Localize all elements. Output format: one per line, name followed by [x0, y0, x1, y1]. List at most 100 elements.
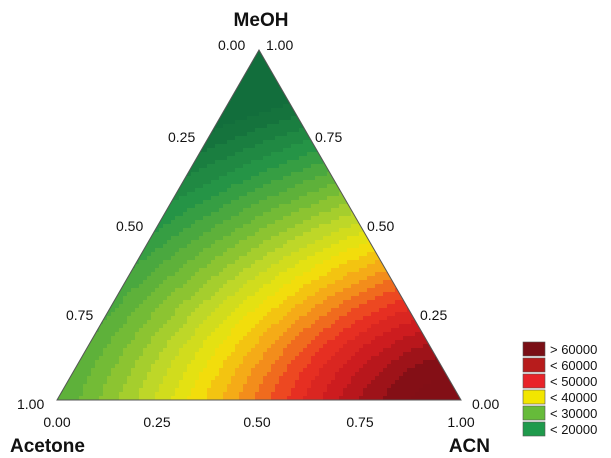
contour-cell [199, 376, 204, 381]
contour-cell [343, 328, 348, 333]
contour-cell [219, 328, 224, 333]
contour-cell [315, 152, 320, 157]
contour-cell [279, 200, 284, 205]
contour-cell [223, 208, 228, 213]
contour-cell [331, 260, 336, 265]
contour-cell [151, 288, 156, 293]
contour-cell [227, 84, 232, 89]
contour-cell [383, 296, 388, 301]
contour-cell [239, 264, 244, 269]
contour-cell [203, 208, 208, 213]
contour-cell [239, 208, 244, 213]
contour-cell [199, 388, 204, 393]
contour-cell [135, 280, 140, 285]
contour-cell [239, 200, 244, 205]
contour-cell [219, 176, 224, 181]
contour-cell [271, 296, 276, 301]
contour-cell [299, 224, 304, 229]
contour-cell [391, 264, 396, 269]
contour-cell [295, 340, 300, 345]
contour-cell [239, 92, 244, 97]
contour-cell [275, 200, 280, 205]
contour-cell [159, 240, 164, 245]
contour-cell [335, 332, 340, 337]
contour-cell [215, 348, 220, 353]
contour-cell [171, 180, 176, 185]
contour-cell [339, 316, 344, 321]
contour-cell [135, 340, 140, 345]
contour-cell [311, 176, 316, 181]
contour-cell [159, 300, 164, 305]
contour-cell [155, 264, 160, 269]
contour-cell [279, 192, 284, 197]
contour-cell [339, 184, 344, 189]
contour-cell [147, 304, 152, 309]
contour-cell [163, 356, 168, 361]
contour-cell [187, 224, 192, 229]
contour-cell [271, 280, 276, 285]
contour-cell [167, 364, 172, 369]
contour-cell [243, 204, 248, 209]
contour-cell [235, 104, 240, 109]
contour-cell [127, 384, 132, 389]
contour-cell [187, 236, 192, 241]
contour-cell [279, 224, 284, 229]
contour-cell [415, 316, 420, 321]
contour-cell [303, 144, 308, 149]
contour-cell [227, 228, 232, 233]
contour-cell [139, 264, 144, 269]
contour-cell [187, 376, 192, 381]
contour-cell [399, 300, 404, 305]
contour-cell [315, 184, 320, 189]
contour-cell [387, 356, 392, 361]
contour-cell [335, 304, 340, 309]
contour-cell [271, 80, 276, 85]
contour-cell [99, 352, 104, 357]
contour-cell [179, 296, 184, 301]
contour-cell [131, 256, 136, 261]
contour-cell [183, 248, 188, 253]
contour-cell [175, 216, 180, 221]
contour-cell [327, 348, 332, 353]
contour-cell [247, 292, 252, 297]
contour-cell [259, 340, 264, 345]
contour-cell [135, 392, 140, 397]
contour-cell [171, 392, 176, 397]
contour-cell [255, 336, 260, 341]
contour-cell [379, 292, 384, 297]
contour-cell [263, 132, 268, 137]
contour-cell [267, 232, 272, 237]
contour-cell [295, 208, 300, 213]
contour-cell [279, 344, 284, 349]
contour-cell [175, 388, 180, 393]
contour-cell [159, 336, 164, 341]
contour-cell [179, 380, 184, 385]
contour-cell [215, 136, 220, 141]
contour-cell [355, 396, 360, 400]
contour-cell [283, 324, 288, 329]
contour-cell [303, 168, 308, 173]
contour-cell [255, 392, 260, 397]
contour-cell [183, 272, 188, 277]
contour-cell [227, 312, 232, 317]
contour-cell [331, 300, 336, 305]
contour-cell [267, 308, 272, 313]
contour-cell [279, 392, 284, 397]
contour-cell [367, 240, 372, 245]
contour-cell [343, 228, 348, 233]
contour-cell [359, 392, 364, 397]
contour-cell [175, 224, 180, 229]
contour-cell [423, 392, 428, 397]
contour-cell [363, 316, 368, 321]
contour-cell [231, 312, 236, 317]
contour-cell [387, 344, 392, 349]
contour-cell [203, 324, 208, 329]
contour-cell [223, 304, 228, 309]
contour-cell [331, 204, 336, 209]
contour-cell [387, 352, 392, 357]
contour-cell [283, 232, 288, 237]
contour-cell [147, 268, 152, 273]
contour-cell [235, 124, 240, 129]
contour-cell [319, 388, 324, 393]
contour-cell [163, 344, 168, 349]
